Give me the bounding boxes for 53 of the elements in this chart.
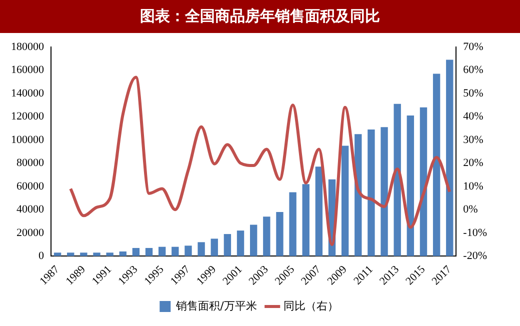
bar [380,127,388,256]
bar [263,216,270,256]
bar [54,252,62,256]
y-tick-label: 100000 [11,134,44,146]
bar [119,251,126,256]
bar [420,107,428,256]
y2-tick-label: -20% [463,250,487,262]
y2-tick-label: 50% [463,87,484,100]
bar [432,74,440,256]
chart-title: 图表：全国商品房年销售面积及同比 [0,0,520,33]
y2-tick-label: 70% [463,40,484,53]
bar [184,246,192,256]
line-series [69,76,452,246]
bar [236,230,244,256]
bar [289,192,296,256]
y2-tick-label: 10% [463,180,484,192]
bar [145,248,153,256]
bar [394,104,401,256]
legend-label: 同比（右） [283,299,338,312]
bar [302,184,310,256]
bar [276,212,284,256]
y-tick-label: 60000 [16,180,44,192]
legend-label: 销售面积/万平米 [175,299,257,312]
bar [406,116,414,256]
y2-tick-label: 20% [463,157,484,170]
y-tick-label: 0 [38,250,44,262]
y2-tick-label: 60% [463,64,484,76]
y2-tick-label: -10% [463,226,487,239]
bar [67,252,74,256]
bar [368,129,375,256]
bar [315,166,323,256]
bar [106,252,114,256]
bar [224,234,232,256]
bar [172,246,179,256]
y2-tick-label: 40% [463,110,484,123]
bar [80,252,88,256]
y-tick-label: 180000 [11,40,44,53]
bar [250,224,258,256]
bar [93,252,100,256]
y-tick-label: 140000 [11,87,44,100]
y2-tick-label: 0% [463,204,478,216]
bar [446,60,454,256]
y-tick-label: 80000 [16,157,44,170]
bar [210,238,218,256]
y-tick-label: 120000 [11,110,44,123]
y2-tick-label: 30% [463,134,484,146]
bar [158,246,166,256]
bar [132,248,140,256]
y-tick-label: 20000 [16,226,44,239]
y-tick-label: 40000 [16,204,44,216]
bar [341,146,349,256]
y-tick-label: 160000 [11,64,44,76]
bar [198,242,205,256]
